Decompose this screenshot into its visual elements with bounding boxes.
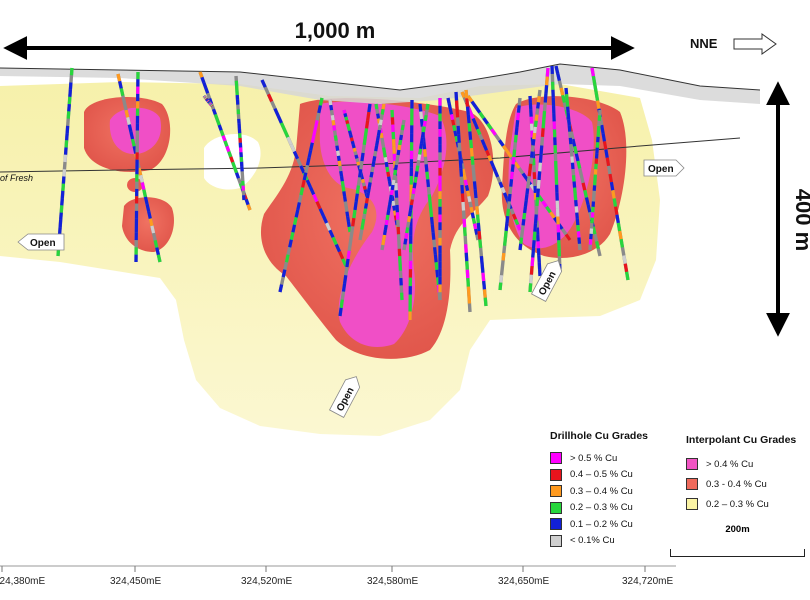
legend-swatch xyxy=(686,498,698,510)
high-grade-shell-central xyxy=(319,101,447,348)
legend-swatch xyxy=(550,534,562,547)
easting-ticks xyxy=(1,566,646,572)
drillhole xyxy=(358,103,386,241)
legend-swatch xyxy=(686,458,698,470)
drillhole xyxy=(202,94,214,108)
legend-item: 0.2 – 0.3 % Cu xyxy=(550,500,670,517)
top-of-fresh-line xyxy=(0,137,741,173)
drillhole xyxy=(590,67,630,281)
mid-grade-pod-small xyxy=(127,178,143,192)
legend-item: 0.3 – 0.4 % Cu xyxy=(550,483,670,500)
legend-swatch xyxy=(550,485,562,498)
easting-tick-label: 324,720mE xyxy=(622,576,674,587)
open-label-east: Open xyxy=(643,159,685,177)
legend-swatch xyxy=(550,468,562,481)
drillhole xyxy=(338,103,372,317)
easting-tick-label: 324,520mE xyxy=(241,576,293,587)
drillhole xyxy=(518,89,542,251)
legend-item: 0.4 – 0.5 % Cu xyxy=(550,467,670,484)
direction-arrow-icon xyxy=(733,33,777,55)
easting-tick-label: 324,450mE xyxy=(110,576,162,587)
drillhole xyxy=(588,109,602,251)
easting-tick-label: 324,650mE xyxy=(498,576,550,587)
drillhole xyxy=(454,91,472,313)
legend-item: 0.2 – 0.3 % Cu xyxy=(686,494,810,514)
legend-item: < 0.1% Cu xyxy=(550,533,670,550)
legend-item: 0.1 – 0.2 % Cu xyxy=(550,516,670,533)
legend-swatch xyxy=(550,501,562,514)
drillhole xyxy=(328,99,352,233)
svg-text:Open: Open xyxy=(30,238,56,249)
surface-line xyxy=(0,63,761,91)
legend-item: 0.3 - 0.4 % Cu xyxy=(686,474,810,494)
legend-swatch xyxy=(686,478,698,490)
legend-swatch xyxy=(550,518,562,531)
direction-label: NNE xyxy=(690,36,718,51)
svg-text:Open: Open xyxy=(648,164,674,175)
drillhole xyxy=(446,97,480,241)
drillhole xyxy=(464,89,488,307)
width-label: 1,000 m xyxy=(295,18,376,43)
drillhole xyxy=(278,97,324,293)
easting-tick-label: 324,380mE xyxy=(0,576,46,587)
depth-label: 400 m xyxy=(791,189,810,251)
legend-title: Interpolant Cu Grades xyxy=(686,434,797,446)
drillhole xyxy=(260,79,348,267)
legend-item: > 0.5 % Cu xyxy=(550,450,670,467)
legend-item: > 0.4 % Cu xyxy=(686,454,810,474)
interpolant-grade-legend: Interpolant Cu Grades > 0.4 % Cu 0.3 - 0… xyxy=(676,424,810,574)
legend-title: Drillhole Cu Grades xyxy=(550,430,649,442)
drillhole xyxy=(380,119,406,251)
scale-bar-label: 200m xyxy=(725,524,750,535)
scale-bar xyxy=(670,540,805,557)
drillhole xyxy=(234,75,246,201)
topographic-surface xyxy=(0,64,760,104)
drillhole xyxy=(134,71,140,263)
horizon-label: of Fresh xyxy=(0,173,33,183)
legend-swatch xyxy=(550,452,562,465)
drillhole-traces xyxy=(56,65,630,321)
easting-tick-label: 324,580mE xyxy=(367,576,419,587)
drillhole xyxy=(390,109,404,301)
drillhole xyxy=(116,73,162,263)
drillhole xyxy=(564,87,582,251)
open-label-west: Open xyxy=(17,233,65,251)
drillhole xyxy=(528,67,550,293)
high-grade-shell-west xyxy=(109,107,162,155)
drillhole-grade-legend: Drillhole Cu Grades > 0.5 % Cu 0.4 – 0.5… xyxy=(540,424,670,552)
drillhole xyxy=(498,97,522,291)
drillhole xyxy=(402,103,430,251)
